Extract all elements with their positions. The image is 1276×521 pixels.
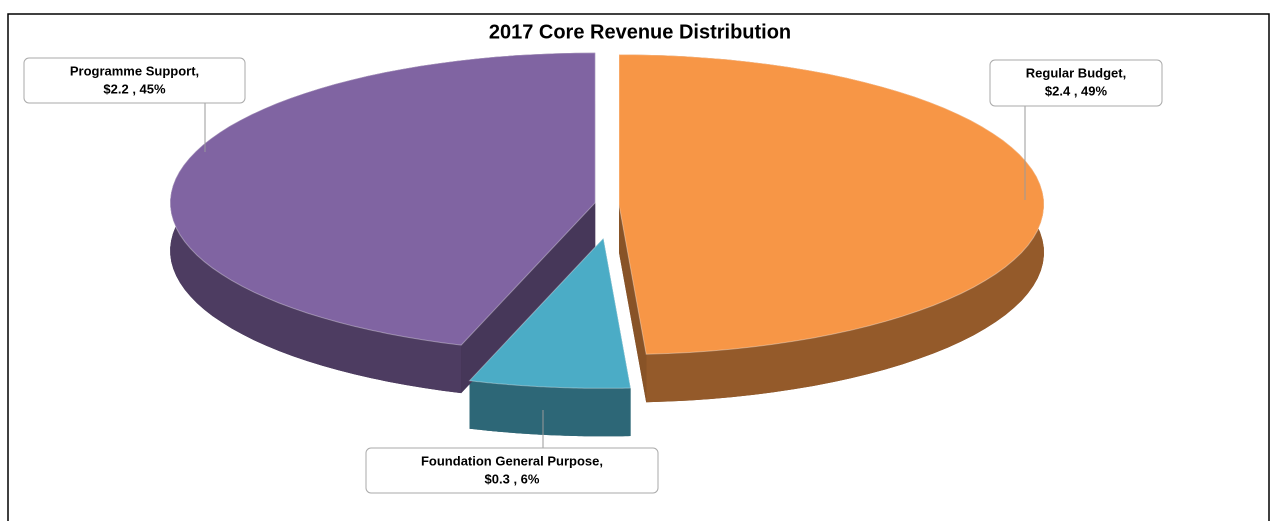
slice xyxy=(169,52,596,346)
slice xyxy=(618,53,1045,355)
slice-cut-face xyxy=(461,202,596,394)
pie xyxy=(169,52,1045,437)
label-box xyxy=(23,57,246,104)
label-box xyxy=(989,59,1163,107)
data-label-category: Programme Support, xyxy=(70,63,199,78)
labels: Regular Budget, $2.4 , 49% Foundation Gene… xyxy=(23,57,1163,494)
slice xyxy=(468,237,632,389)
slice-cut-face xyxy=(619,204,647,403)
chart-title: 2017 Core Revenue Distribution xyxy=(489,21,791,43)
data-label: $2.2 , 45% xyxy=(103,81,166,96)
data-label: $0.3 , 6% xyxy=(485,471,540,486)
data-label-category: Foundation General Purpose, xyxy=(421,453,603,468)
data-label: $2.4 , 49% xyxy=(1045,83,1108,98)
slice-wall xyxy=(469,380,631,437)
label-box xyxy=(365,447,659,494)
data-label-category: Regular Budget, xyxy=(1026,65,1126,80)
